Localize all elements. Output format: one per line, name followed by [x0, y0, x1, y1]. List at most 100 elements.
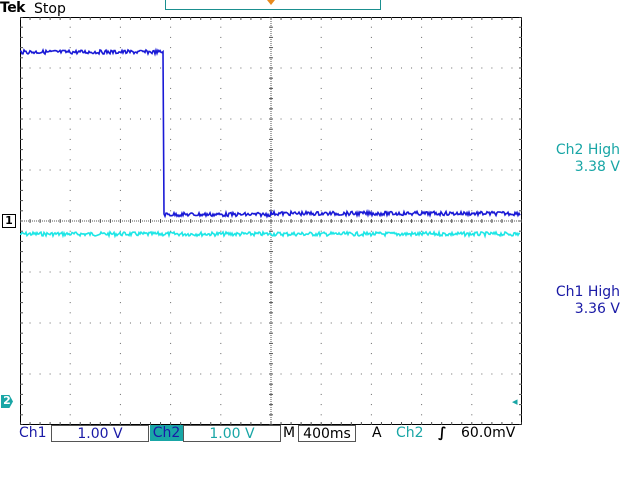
grid-dot — [119, 57, 121, 59]
grid-dot — [69, 169, 71, 171]
grid-dot — [280, 271, 282, 273]
grid-dot — [360, 322, 362, 324]
ch1-label[interactable]: Ch1 — [19, 425, 47, 441]
grid-dot — [461, 322, 463, 324]
grid-dot — [370, 281, 372, 283]
grid-dot — [421, 159, 423, 161]
grid-dot — [390, 169, 392, 171]
grid-dot — [370, 353, 372, 355]
grid-dot — [340, 271, 342, 273]
grid-dot — [390, 373, 392, 375]
grid-dot — [380, 373, 382, 375]
grid-dot — [310, 271, 312, 273]
grid-dot — [220, 404, 222, 406]
ch2-label[interactable]: Ch2 — [150, 425, 183, 441]
grid-dot — [170, 189, 172, 191]
grid-dot — [320, 291, 322, 293]
grid-dot — [320, 251, 322, 253]
grid-dot — [330, 67, 332, 69]
grid-dot — [190, 118, 192, 120]
grid-dot — [260, 271, 262, 273]
grid-dot — [421, 200, 423, 202]
grid-dot — [139, 373, 141, 375]
grid-dot — [320, 404, 322, 406]
grid-dot — [200, 67, 202, 69]
ch2-measurement-name: Ch2 High — [555, 142, 620, 158]
grid-dot — [451, 169, 453, 171]
grid-dot — [69, 179, 71, 181]
grid-dot — [481, 322, 483, 324]
grid-dot — [69, 291, 71, 293]
trigger-position-icon[interactable] — [267, 0, 275, 5]
grid-dot — [370, 414, 372, 416]
grid-dot — [431, 67, 433, 69]
grid-dot — [49, 271, 51, 273]
grid-dot — [471, 373, 473, 375]
grid-dot — [320, 149, 322, 151]
ch2-scale-readout[interactable]: 1.00 V — [183, 425, 281, 442]
grid-dot — [370, 189, 372, 191]
grid-dot — [471, 230, 473, 232]
grid-dot — [39, 271, 41, 273]
ch1-ground-marker[interactable]: 1 — [2, 214, 16, 228]
trigger-level-readout[interactable]: 60.0mV — [461, 425, 516, 441]
grid-dot — [119, 159, 121, 161]
grid-dot — [451, 118, 453, 120]
grid-dot — [119, 312, 121, 314]
ch1-scale-readout[interactable]: 1.00 V — [51, 425, 149, 442]
grid-dot — [491, 169, 493, 171]
grid-dot — [511, 271, 513, 273]
grid-dot — [109, 271, 111, 273]
grid-dot — [220, 179, 222, 181]
grid-dot — [370, 322, 372, 324]
grid-dot — [511, 322, 513, 324]
trigger-slope-icon[interactable]: ∫ — [438, 425, 447, 441]
grid-dot — [170, 404, 172, 406]
trigger-source[interactable]: Ch2 — [396, 425, 424, 441]
grid-dot — [380, 118, 382, 120]
grid-dot — [370, 210, 372, 212]
grid-dot — [320, 322, 322, 324]
trigger-level-arrow-icon[interactable]: ◂ — [512, 395, 518, 408]
grid-dot — [220, 149, 222, 151]
grid-dot — [170, 342, 172, 344]
grid-dot — [320, 138, 322, 140]
grid-dot — [461, 271, 463, 273]
settings-bar: Ch1 1.00 V Ch2 1.00 V M 400ms A Ch2 ∫ 60… — [19, 425, 525, 442]
grid-dot — [340, 373, 342, 375]
grid-dot — [380, 67, 382, 69]
timebase-readout[interactable]: 400ms — [298, 425, 356, 442]
grid-dot — [501, 373, 503, 375]
grid-dot — [119, 118, 121, 120]
grid-dot — [200, 271, 202, 273]
ch2-ground-marker[interactable]: 2 — [1, 395, 13, 408]
grid-dot — [69, 414, 71, 416]
grid-dot — [310, 118, 312, 120]
grid-dot — [421, 251, 423, 253]
grid-dot — [59, 373, 61, 375]
grid-dot — [471, 67, 473, 69]
grid-dot — [69, 251, 71, 253]
grid-dot — [119, 353, 121, 355]
grid-dot — [320, 169, 322, 171]
grid-dot — [220, 332, 222, 334]
grid-dot — [180, 118, 182, 120]
grid-dot — [380, 322, 382, 324]
grid-dot — [69, 128, 71, 130]
grid-dot — [340, 169, 342, 171]
grid-dot — [119, 342, 121, 344]
grid-dot — [481, 271, 483, 273]
grid-dot — [119, 210, 121, 212]
grid-dot — [170, 230, 172, 232]
grid-dot — [69, 332, 71, 334]
grid-dot — [471, 118, 473, 120]
grid-dot — [220, 169, 222, 171]
grid-dot — [170, 36, 172, 38]
grid-dot — [220, 230, 222, 232]
grid-dot — [320, 332, 322, 334]
grid-dot — [69, 77, 71, 79]
grid-dot — [220, 57, 222, 59]
grid-dot — [421, 118, 423, 120]
grid-dot — [401, 118, 403, 120]
grid-dot — [421, 342, 423, 344]
